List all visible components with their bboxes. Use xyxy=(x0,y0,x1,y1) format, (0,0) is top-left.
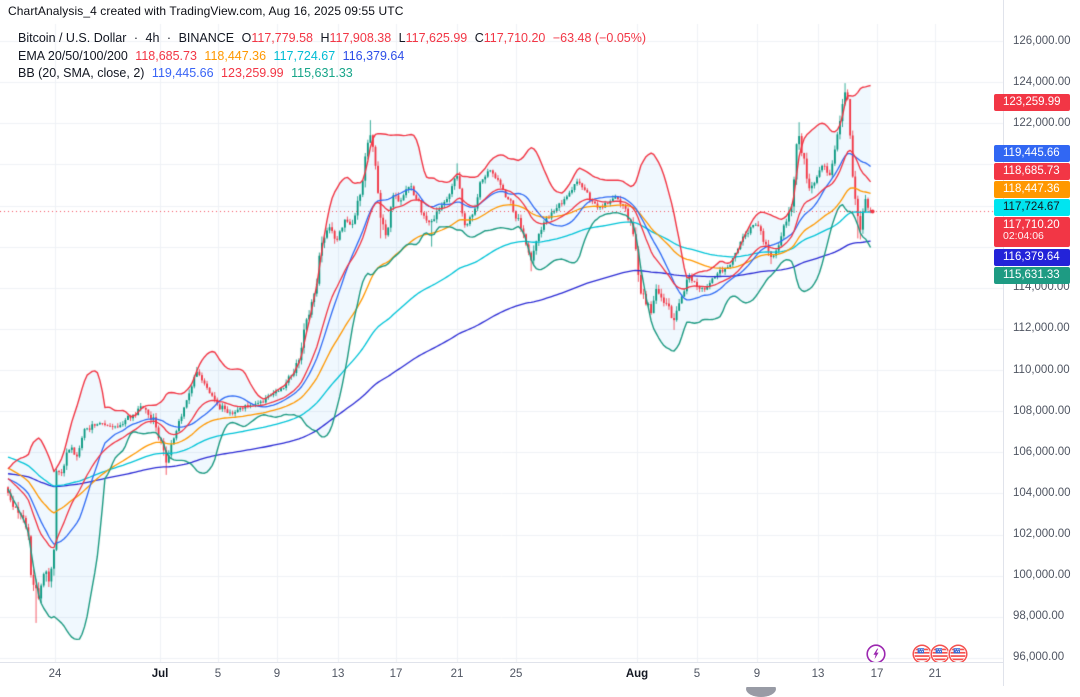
symbol-interval: 4h xyxy=(145,31,160,45)
time-axis-panel[interactable]: 24 Jul 5 9 13 17 21 25 Aug 5 9 13 17 21 xyxy=(0,662,1003,687)
high-label: H xyxy=(320,31,330,45)
ema100-value: 117,724.67 xyxy=(273,48,336,63)
symbol-exchange: BINANCE xyxy=(178,31,235,45)
us-flag-event-icon[interactable] xyxy=(947,643,969,665)
us-flag-event-icon[interactable] xyxy=(911,643,933,665)
bb-lower-value: 115,631.33 xyxy=(291,66,353,80)
legend-ema-row[interactable]: EMA 20/50/100/200 118,685.73 118,447.36 … xyxy=(18,48,646,66)
separator-dot: · xyxy=(166,31,172,45)
price-axis-panel[interactable]: 126,000.00124,000.00122,000.00120,000.00… xyxy=(994,0,1080,686)
price-axis-label: 126,000.00 xyxy=(1013,34,1071,47)
time-axis-label: 17 xyxy=(870,668,884,680)
symbol-title: Bitcoin / U.S. Dollar xyxy=(18,31,127,45)
time-axis-label: Aug xyxy=(625,668,649,680)
price-axis-label: 114,000.00 xyxy=(1013,281,1070,294)
time-axis-label: 17 xyxy=(389,668,403,680)
low-label: L xyxy=(398,31,406,45)
low-value: 117,625.99 xyxy=(405,31,468,45)
bb-label: BB (20, SMA, close, 2) xyxy=(18,66,145,80)
ema50-value: 118,447.36 xyxy=(204,48,267,63)
bb-basis-value: 119,445.66 xyxy=(151,66,214,80)
time-axis-label: 21 xyxy=(450,668,464,680)
us-flag-event-icon[interactable] xyxy=(929,643,951,665)
time-axis-label: 5 xyxy=(214,668,222,680)
event-marker-row xyxy=(0,643,1003,665)
price-axis-label: 100,000.00 xyxy=(1013,569,1071,582)
price-axis-label: 96,000.00 xyxy=(1013,651,1065,664)
chart-watermark-title: ChartAnalysis_4 created with TradingView… xyxy=(8,4,404,18)
time-axis-label: 21 xyxy=(928,668,942,680)
separator-dot: · xyxy=(133,31,139,45)
legend-bb-row[interactable]: BB (20, SMA, close, 2) 119,445.66 123,25… xyxy=(18,65,646,83)
high-value: 117,908.38 xyxy=(329,31,392,45)
last-price-tag: 117,710.20 02:04:06 xyxy=(994,217,1070,247)
ema50-tag: 118,447.36 xyxy=(994,181,1070,198)
time-axis-label: 24 xyxy=(48,668,62,680)
close-label: C xyxy=(474,31,484,45)
price-axis-label: 102,000.00 xyxy=(1013,528,1071,540)
bb-lower-tag: 115,631.33 xyxy=(994,267,1070,284)
price-axis-label: 106,000.00 xyxy=(1013,445,1071,458)
ema20-tag: 118,685.73 xyxy=(994,163,1070,180)
price-axis-label: 124,000.00 xyxy=(1013,75,1071,88)
price-axis-label: 98,000.00 xyxy=(1013,610,1065,623)
time-axis-label: Jul xyxy=(151,668,169,680)
legend-symbol-row[interactable]: Bitcoin / U.S. Dollar · 4h · BINANCE O11… xyxy=(18,30,646,48)
price-axis-label: 112,000.00 xyxy=(1013,322,1070,335)
time-axis-label: 5 xyxy=(693,668,701,680)
bb-upper-value: 123,259.99 xyxy=(221,66,284,80)
ema100-tag: 117,724.67 xyxy=(994,199,1070,216)
indicator-legend: Bitcoin / U.S. Dollar · 4h · BINANCE O11… xyxy=(18,30,646,83)
price-axis-label: 108,000.00 xyxy=(1013,404,1071,417)
open-label: O xyxy=(241,31,252,45)
time-axis-label: 13 xyxy=(331,668,345,680)
time-axis-label: 25 xyxy=(509,668,523,680)
time-axis-label: 9 xyxy=(273,668,281,680)
lightning-event-icon[interactable] xyxy=(866,644,886,664)
time-axis-label: 13 xyxy=(811,668,825,680)
bb-basis-tag: 119,445.66 xyxy=(994,145,1070,162)
price-axis-label: 110,000.00 xyxy=(1013,363,1070,376)
ema200-value: 116,379.64 xyxy=(342,48,405,63)
time-axis-label: 9 xyxy=(753,668,761,680)
ema-label: EMA 20/50/100/200 xyxy=(18,48,128,63)
ema200-tag: 116,379.64 xyxy=(994,249,1070,266)
close-value: 117,710.20 xyxy=(483,31,546,45)
bb-upper-tag: 123,259.99 xyxy=(994,94,1070,111)
change-value: −63.48 (−0.05%) xyxy=(552,31,646,45)
open-value: 117,779.58 xyxy=(251,31,313,45)
ema20-value: 118,685.73 xyxy=(135,48,197,63)
price-axis-label: 104,000.00 xyxy=(1013,486,1071,499)
price-axis-label: 122,000.00 xyxy=(1013,116,1071,129)
